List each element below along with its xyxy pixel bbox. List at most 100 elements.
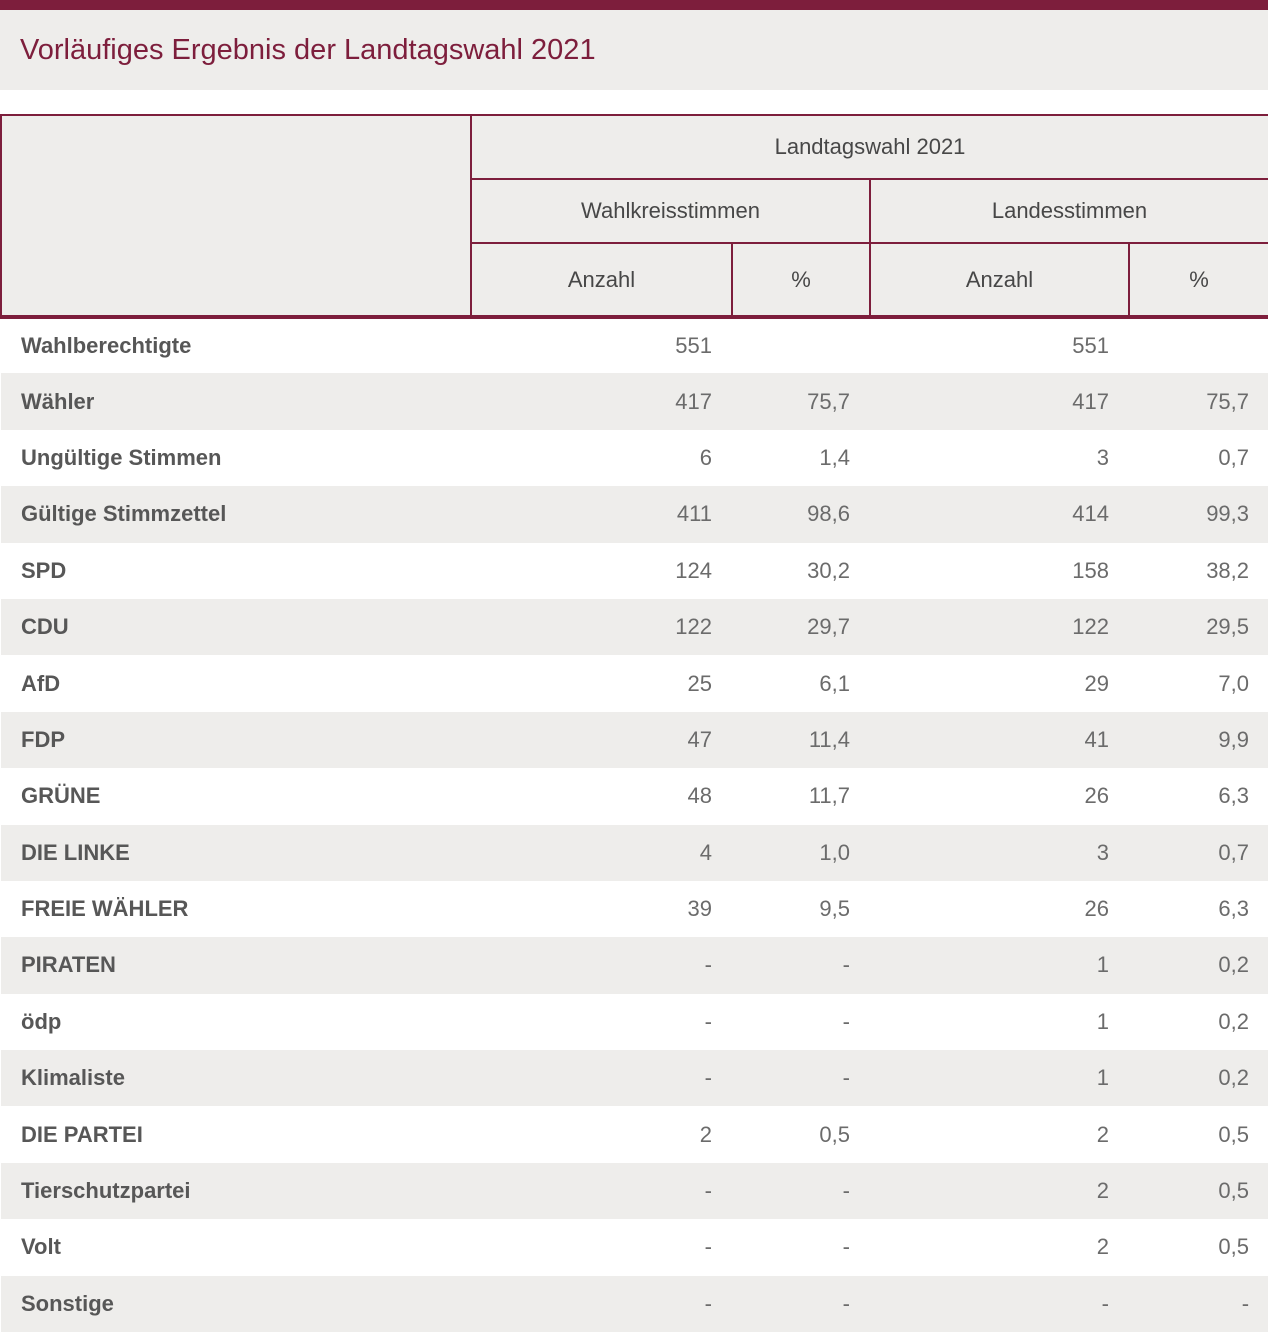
cell-value: 0,2 (1218, 1065, 1250, 1091)
col-header-wahlkreis-anzahl: Anzahl (470, 242, 733, 319)
cell-value: - (842, 1234, 850, 1260)
cell-value: 2 (1096, 1121, 1109, 1147)
cell-value: 6 (699, 444, 712, 470)
cell-value: 4 (699, 839, 712, 865)
cell-value: 0,7 (1218, 839, 1250, 865)
row-label: Klimaliste (21, 1065, 125, 1091)
cell-value: 3 (1096, 444, 1109, 470)
cell-value: 0,5 (1218, 1234, 1250, 1260)
cell-value: 417 (1072, 388, 1109, 414)
row-label: Wähler (21, 388, 95, 414)
cell-value: 26 (1084, 783, 1109, 809)
cell-value: - (704, 1008, 712, 1034)
cell-value (732, 317, 870, 373)
cell-value: 29,7 (807, 614, 850, 640)
cell-value: - (704, 952, 712, 978)
cell-value: 0,5 (819, 1121, 850, 1147)
row-label: DIE LINKE (21, 839, 130, 865)
cell-value: 29 (1084, 670, 1109, 696)
cell-value (1129, 317, 1268, 373)
cell-value: - (1101, 1290, 1109, 1316)
row-label: Gültige Stimmzettel (21, 501, 227, 527)
cell-value: 0,2 (1218, 1008, 1250, 1034)
cell-value: 99,3 (1206, 501, 1250, 527)
cell-value: 6,1 (819, 670, 850, 696)
cell-value: 2 (1096, 1178, 1109, 1204)
row-label: Volt (21, 1234, 61, 1260)
cell-value: 1,4 (819, 444, 850, 470)
cell-value: 30,2 (807, 557, 850, 583)
cell-value: 158 (1072, 557, 1109, 583)
table-row: SPD 124 30,2 158 38,2 (1, 542, 1268, 599)
table-row: Gültige Stimmzettel 411 98,6 414 99,3 (1, 486, 1268, 543)
cell-value: 551 (1072, 333, 1109, 359)
table-row: ödp - - 1 0,2 (1, 993, 1268, 1051)
cell-value: - (842, 1178, 850, 1204)
cell-value: - (704, 1290, 712, 1316)
table-row: Volt - - 2 0,5 (1, 1219, 1268, 1276)
table-row: DIE PARTEI 2 0,5 2 0,5 (1, 1106, 1268, 1163)
cell-value: 1 (1096, 1008, 1109, 1034)
table-row: DIE LINKE 4 1,0 3 0,7 (1, 824, 1268, 881)
table-row: GRÜNE 48 11,7 26 6,3 (1, 768, 1268, 825)
row-label: Tierschutzpartei (21, 1178, 191, 1204)
table-row: Sonstige - - - - (1, 1275, 1268, 1333)
row-label: AfD (21, 670, 61, 696)
table-row: Klimaliste - - 1 0,2 (1, 1050, 1268, 1107)
table-row: FDP 47 11,4 41 9,9 (1, 711, 1268, 769)
cell-value: - (842, 1008, 850, 1034)
cell-value: 41 (1084, 726, 1109, 752)
cell-value: 25 (687, 670, 712, 696)
cell-value: 122 (1072, 614, 1109, 640)
row-label: PIRATEN (21, 952, 116, 978)
top-accent-bar (0, 0, 1268, 10)
cell-value: - (1241, 1290, 1250, 1316)
header-row-groups: Wahlkreisstimmen Landesstimmen (1, 178, 1268, 244)
cell-value: 3 (1096, 839, 1109, 865)
row-label: FDP (21, 726, 65, 752)
cell-value: 0,7 (1218, 444, 1250, 470)
cell-value: 75,7 (807, 388, 850, 414)
cell-value: - (842, 952, 850, 978)
cell-value: 122 (675, 614, 712, 640)
group-header-landesstimmen: Landesstimmen (868, 178, 1268, 244)
cell-value: 11,7 (808, 783, 850, 809)
cell-value: 26 (1084, 896, 1109, 922)
row-label: DIE PARTEI (21, 1121, 143, 1147)
row-label: GRÜNE (21, 783, 101, 809)
cell-value: 417 (675, 388, 712, 414)
results-header: Landtagswahl 2021 Wahlkreisstimmen Lande… (0, 114, 1268, 319)
cell-value: 6,3 (1218, 783, 1250, 809)
cell-value: 1,0 (819, 839, 850, 865)
cell-value: 0,5 (1218, 1178, 1250, 1204)
cell-value: - (842, 1290, 850, 1316)
col-header-wahlkreis-percent: % (731, 242, 871, 319)
table-row: FREIE WÄHLER 39 9,5 26 6,3 (1, 880, 1268, 938)
cell-value: 0,2 (1218, 952, 1250, 978)
cell-value: 75,7 (1206, 388, 1250, 414)
cell-value: 0,5 (1218, 1121, 1250, 1147)
cell-value: 29,5 (1206, 614, 1250, 640)
row-label: CDU (21, 614, 69, 640)
cell-value: 11,4 (808, 726, 850, 752)
table-row: Tierschutzpartei - - 2 0,5 (1, 1162, 1268, 1220)
cell-value: 1 (1096, 1065, 1109, 1091)
cell-value: 98,6 (807, 501, 850, 527)
cell-value: 38,2 (1206, 557, 1250, 583)
page-title: Vorläufiges Ergebnis der Landtagswahl 20… (20, 33, 596, 66)
cell-value: 6,3 (1218, 896, 1250, 922)
row-label: FREIE WÄHLER (21, 896, 189, 922)
header-row-columns: Anzahl % Anzahl % (1, 242, 1268, 319)
cell-value: 9,9 (1218, 726, 1250, 752)
table-corner-cell (0, 114, 472, 319)
cell-value: 48 (687, 783, 712, 809)
cell-value: 414 (1072, 501, 1109, 527)
row-label: SPD (21, 557, 67, 583)
table-row: Wahlberechtigte 551 551 (1, 317, 1268, 374)
cell-value: 9,5 (819, 896, 850, 922)
cell-value: 551 (675, 333, 712, 359)
table-row: Ungültige Stimmen 6 1,4 3 0,7 (1, 429, 1268, 487)
cell-value: 2 (699, 1121, 712, 1147)
cell-value: 124 (675, 557, 712, 583)
cell-value: 1 (1096, 952, 1109, 978)
